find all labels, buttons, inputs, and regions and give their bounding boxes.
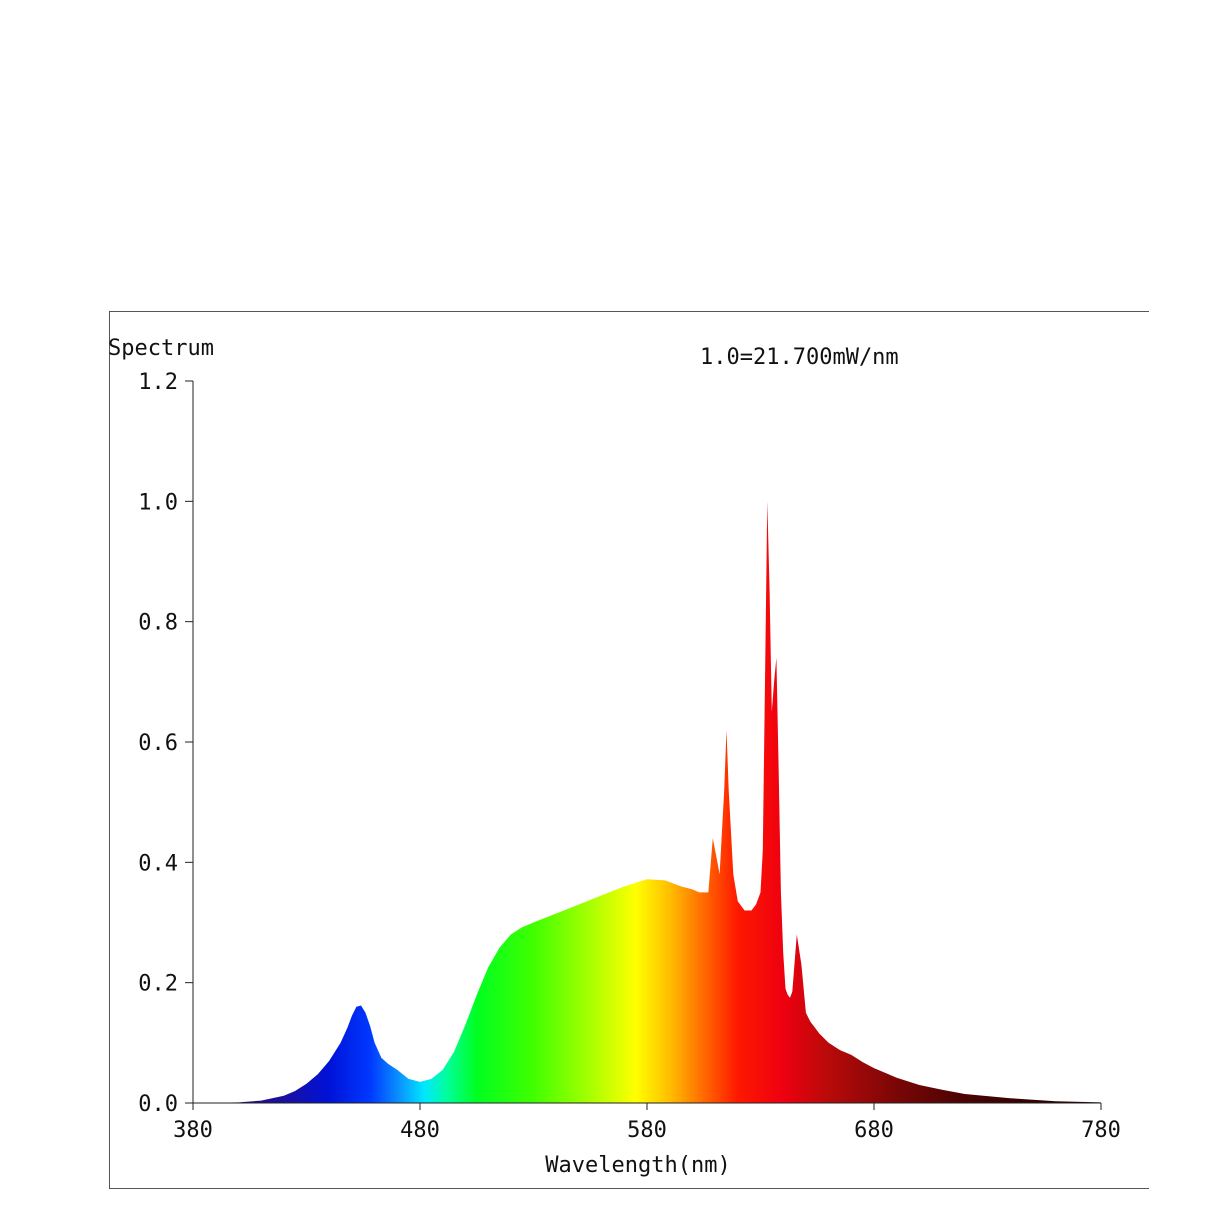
- x-tick-label: 780: [1081, 1118, 1121, 1143]
- plot-area: [193, 501, 1101, 1103]
- x-axis-label: Wavelength(nm): [545, 1153, 730, 1178]
- y-tick-label: 0.6: [138, 731, 178, 756]
- y-tick-label: 0.0: [138, 1092, 178, 1117]
- x-tick-label: 380: [173, 1118, 213, 1143]
- chart-title: Spectrum: [108, 336, 214, 361]
- x-tick-label: 680: [854, 1118, 894, 1143]
- x-tick-label: 580: [627, 1118, 667, 1143]
- axes: 0.0 0.2 0.4 0.6 0.8 1.0 1.2 380 480 580 680 780: [138, 370, 1121, 1143]
- chart-frame: [109, 311, 1149, 1189]
- spectrum-area: [193, 501, 1101, 1103]
- y-tick-label: 0.8: [138, 611, 178, 636]
- y-tick-label: 0.4: [138, 851, 178, 876]
- y-tick-label: 0.2: [138, 972, 178, 997]
- scale-annotation: 1.0=21.700mW/nm: [700, 345, 899, 370]
- x-tick-label: 480: [400, 1118, 440, 1143]
- y-tick-label: 1.0: [138, 490, 178, 515]
- y-tick-label: 1.2: [138, 370, 178, 395]
